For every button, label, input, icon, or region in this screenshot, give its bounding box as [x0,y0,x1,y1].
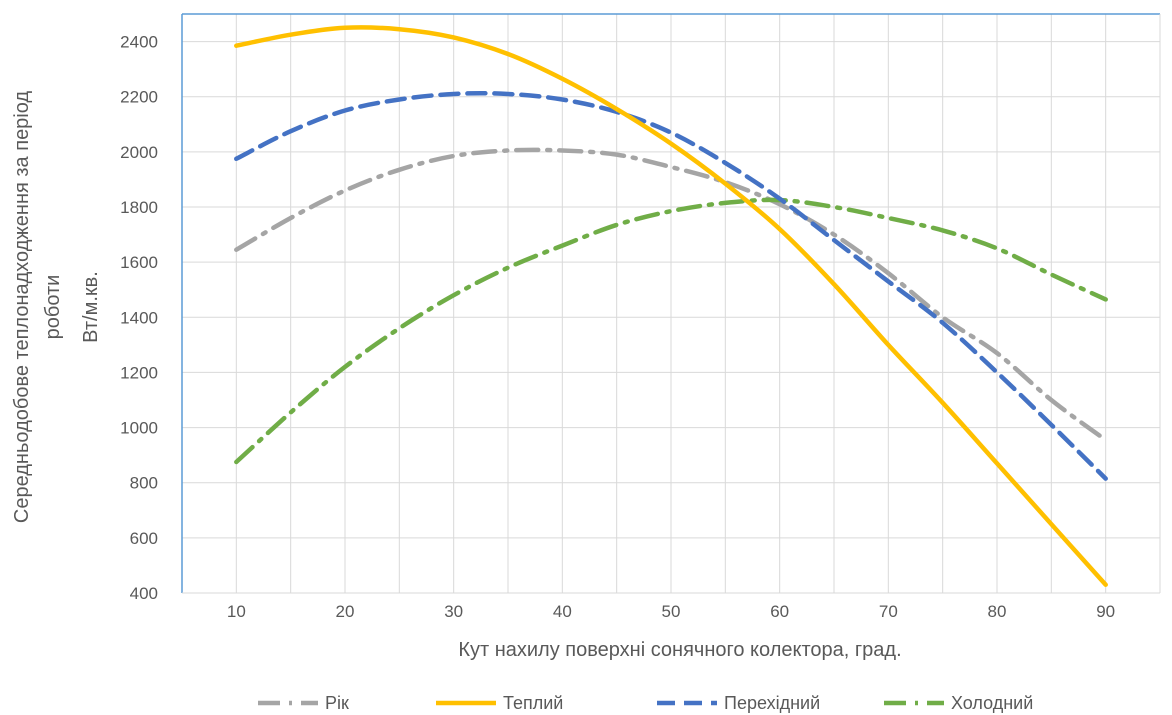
legend-label: Холодний [951,693,1033,713]
plot-frame [181,13,1161,594]
y-gridlines [182,41,1160,539]
x-tick-label: 10 [227,602,246,621]
series-line-Теплий [234,25,1108,587]
x-tick-labels: 10 20 30 40 50 60 70 80 90 [227,602,1115,621]
legend-label: Теплий [503,693,563,713]
y-axis-title-line-1: Середньодобове теплонадходження за періо… [11,91,33,524]
y-tick-labels: 400 600 800 1000 1200 1400 1600 1800 2000 2200 240… [120,33,158,603]
x-tick-label: 60 [770,602,789,621]
series-line-Холодний [234,197,1108,465]
legend-item-Рік: Рік [258,693,349,713]
series-lines [234,25,1108,587]
y-tick-label: 1000 [120,419,158,438]
y-tick-label: 1600 [120,253,158,272]
y-tick-label: 400 [130,584,158,603]
y-tick-label: 800 [130,474,158,493]
legend: Рік Теплий Перехідний Холодний [258,693,1033,713]
y-axis-title-line-2: роботи [42,275,64,340]
y-tick-label: 1400 [120,308,158,327]
y-tick-label: 1800 [120,198,158,217]
y-tick-label: 2000 [120,143,158,162]
x-tick-label: 80 [988,602,1007,621]
legend-item-Перехідний: Перехідний [657,693,820,713]
series-line-Рік [234,147,1108,443]
y-tick-label: 1200 [120,363,158,382]
y-tick-label: 2200 [120,88,158,107]
series-line-Перехідний [234,91,1108,481]
x-tick-label: 50 [662,602,681,621]
x-tick-label: 70 [879,602,898,621]
legend-item-Холодний: Холодний [884,693,1033,713]
legend-label: Перехідний [724,693,820,713]
x-tick-label: 30 [444,602,463,621]
y-axis-title: Середньодобове теплонадходження за періо… [11,91,102,524]
x-tick-label: 20 [336,602,355,621]
y-axis-title-line-3: Вт/м.кв. [80,271,102,343]
y-tick-label: 600 [130,529,158,548]
y-tick-label: 2400 [120,33,158,52]
x-tick-label: 40 [553,602,572,621]
legend-label: Рік [325,693,349,713]
x-tick-label: 90 [1096,602,1115,621]
x-axis-title: Кут нахилу поверхні сонячного колектора,… [458,639,901,661]
legend-item-Теплий: Теплий [436,693,563,713]
